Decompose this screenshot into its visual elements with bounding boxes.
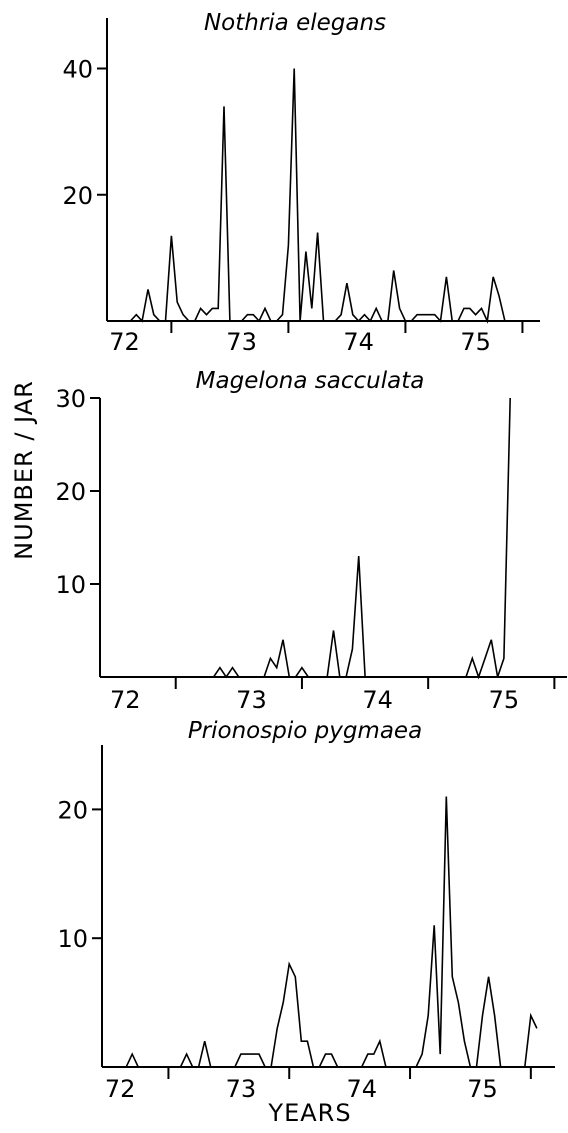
x-tick-label: 75 xyxy=(460,328,491,356)
y-tick-label: 40 xyxy=(62,56,93,84)
y-tick-label: 20 xyxy=(55,478,86,506)
y-tick-label: 10 xyxy=(55,571,86,599)
panel-magelona-sacculata: Magelona sacculata 10 20 30 72 73 74 75 xyxy=(55,368,567,714)
y-axis-title: NUMBER / JAR xyxy=(10,380,38,560)
x-tick-label: 73 xyxy=(226,1075,257,1103)
y-tick-label: 20 xyxy=(62,182,93,210)
x-tick-label: 72 xyxy=(109,328,140,356)
y-tick-label: 10 xyxy=(57,925,88,953)
panel-nothria-elegans: Nothria elegans 20 40 72 73 74 75 xyxy=(62,10,540,356)
x-tick-label: 73 xyxy=(236,686,267,714)
series-line xyxy=(124,68,511,324)
panel-prionospio-pygmaea: Prionospio pygmaea 10 20 72 73 74 75 xyxy=(57,718,555,1103)
y-tick-label: 20 xyxy=(57,796,88,824)
x-tick-label: 74 xyxy=(343,328,374,356)
x-tick-label: 75 xyxy=(467,1075,498,1103)
x-tick-label: 73 xyxy=(226,328,257,356)
x-tick-label: 72 xyxy=(105,1075,136,1103)
x-tick-label: 74 xyxy=(346,1075,377,1103)
y-tick-label: 30 xyxy=(55,385,86,413)
series-line xyxy=(120,796,538,1068)
x-tick-label: 72 xyxy=(110,686,141,714)
series-line xyxy=(125,397,511,680)
x-axis-title: YEARS xyxy=(267,1099,351,1127)
panel-title: Prionospio pygmaea xyxy=(188,718,422,744)
x-axis-title-text: YEARS xyxy=(267,1099,351,1127)
x-tick-label: 75 xyxy=(489,686,520,714)
x-tick-label: 74 xyxy=(362,686,393,714)
panel-title: Nothria elegans xyxy=(204,10,386,36)
panel-title: Magelona sacculata xyxy=(196,368,425,394)
y-axis-title-text: NUMBER / JAR xyxy=(10,380,38,560)
